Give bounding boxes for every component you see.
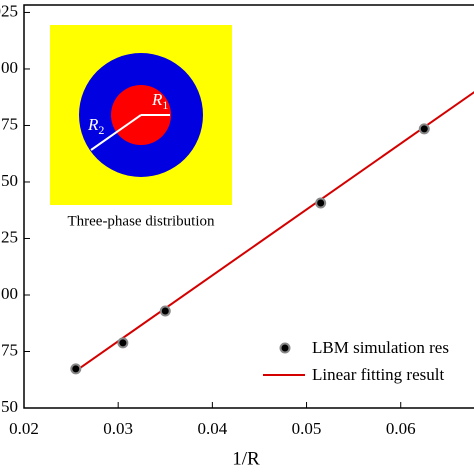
y-tick-label: 00 (1, 284, 18, 303)
inset-label: Three-phase distribution (67, 213, 215, 229)
x-axis-label: 1/R (232, 448, 260, 469)
x-tick-label: 0.06 (386, 419, 416, 438)
x-tick-label: 0.04 (197, 419, 227, 438)
point (418, 123, 430, 135)
x-tick-label: 0.05 (292, 419, 322, 438)
y-tick-label: 50 (1, 397, 18, 416)
fit-line (75, 91, 474, 372)
r2-label: R2 (87, 115, 104, 137)
point (70, 363, 82, 375)
point (159, 305, 171, 317)
legend-label: Linear fitting result (312, 365, 444, 384)
x-tick-label: 0.02 (9, 419, 39, 438)
y-tick-label: 25 (1, 227, 18, 246)
y-tick-label: 75 (1, 114, 18, 133)
x-tick-label: 0.03 (103, 419, 133, 438)
point (315, 197, 327, 209)
legend-label: LBM simulation res (312, 338, 449, 357)
y-tick-label: 50 (1, 171, 18, 190)
inset: R1 R2 Three-phase distribution (50, 25, 232, 229)
r2-arrow (90, 114, 142, 151)
point (117, 337, 129, 349)
legend-marker (279, 342, 291, 354)
y-tick-label: 00 (1, 58, 18, 77)
y-tick-label: 75 (1, 340, 18, 359)
y-tick-label: 025 (0, 1, 18, 20)
r1-label: R1 (151, 90, 168, 112)
plot-frame (23, 4, 474, 409)
